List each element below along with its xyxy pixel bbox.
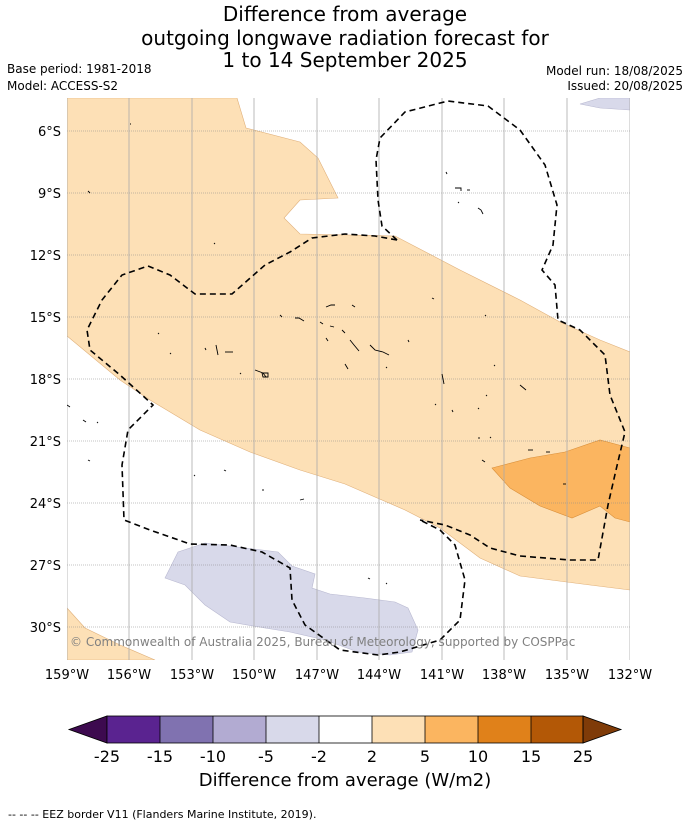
lat-label: 12°S bbox=[30, 249, 61, 264]
anomaly-positive-corner bbox=[67, 607, 156, 660]
colorbar-bin bbox=[266, 716, 319, 743]
lon-label: 156°W bbox=[107, 668, 151, 683]
lon-label: 150°W bbox=[232, 668, 276, 683]
colorbar-tick: -2 bbox=[311, 747, 327, 766]
islands bbox=[67, 123, 566, 585]
colorbar-tick: 2 bbox=[367, 747, 377, 766]
colorbar: -25 -15 -10 -5 -2 2 5 10 15 25 bbox=[67, 715, 623, 766]
anomaly-negative-north bbox=[579, 98, 630, 111]
lon-label: 135°W bbox=[545, 668, 589, 683]
title-line-1: Difference from average bbox=[222, 2, 468, 26]
colorbar-tick: -15 bbox=[147, 747, 173, 766]
colorbar-bin bbox=[531, 716, 583, 743]
colorbar-tick: -25 bbox=[94, 747, 120, 766]
forecast-map: © Commonwealth of Australia 2025, Bureau… bbox=[30, 98, 652, 766]
lon-label: 132°W bbox=[608, 668, 652, 683]
lat-label: 21°S bbox=[30, 435, 61, 450]
title-line-2: outgoing longwave radiation forecast for bbox=[141, 26, 549, 50]
base-period: Base period: 1981-2018 bbox=[7, 62, 152, 76]
colorbar-bin bbox=[107, 716, 160, 743]
colorbar-tick: 10 bbox=[468, 747, 488, 766]
model-run: Model run: 18/08/2025 bbox=[545, 64, 683, 78]
issued-date: Issued: 20/08/2025 bbox=[567, 79, 683, 93]
anomaly-positive-band bbox=[67, 98, 630, 591]
lat-label: 6°S bbox=[38, 125, 61, 140]
colorbar-bin bbox=[372, 716, 425, 743]
lat-label: 18°S bbox=[30, 373, 61, 388]
longitude-labels: 159°W 156°W 153°W 150°W 147°W 144°W 141°… bbox=[45, 668, 652, 683]
map-area bbox=[67, 98, 630, 660]
colorbar-bin bbox=[213, 716, 266, 743]
lon-label: 159°W bbox=[45, 668, 89, 683]
colorbar-tick: 15 bbox=[521, 747, 541, 766]
eez-legend: -- -- -- EEZ border V11 (Flanders Marine… bbox=[8, 808, 317, 821]
lon-label: 144°W bbox=[357, 668, 401, 683]
copyright-text: © Commonwealth of Australia 2025, Bureau… bbox=[70, 635, 575, 649]
latitude-labels: 6°S 9°S 12°S 15°S 18°S 21°S 24°S 27°S 30… bbox=[30, 125, 61, 636]
colorbar-tick: -10 bbox=[200, 747, 226, 766]
lon-label: 138°W bbox=[482, 668, 526, 683]
colorbar-label: Difference from average (W/m2) bbox=[198, 770, 492, 791]
colorbar-tick: 5 bbox=[420, 747, 430, 766]
meridians bbox=[67, 98, 630, 660]
colorbar-min-extend bbox=[67, 715, 108, 744]
eez-border-central bbox=[86, 233, 466, 656]
colorbar-tick: 25 bbox=[573, 747, 593, 766]
colorbar-bin bbox=[478, 716, 531, 743]
lat-label: 27°S bbox=[30, 559, 61, 574]
model-name: Model: ACCESS-S2 bbox=[7, 79, 119, 93]
colorbar-bin bbox=[160, 716, 213, 743]
lat-label: 15°S bbox=[30, 311, 61, 326]
colorbar-tick-labels: -25 -15 -10 -5 -2 2 5 10 15 25 bbox=[94, 747, 593, 766]
lon-label: 141°W bbox=[420, 668, 464, 683]
lon-label: 153°W bbox=[170, 668, 214, 683]
colorbar-tick: -5 bbox=[258, 747, 274, 766]
eez-border-cook-islands-french-polynesia bbox=[375, 100, 626, 561]
lat-label: 9°S bbox=[38, 187, 61, 202]
lat-label: 24°S bbox=[30, 497, 61, 512]
lon-label: 147°W bbox=[295, 668, 339, 683]
lat-label: 30°S bbox=[30, 621, 61, 636]
colorbar-bin bbox=[425, 716, 478, 743]
title-line-3: 1 to 14 September 2025 bbox=[222, 48, 468, 72]
colorbar-max-extend bbox=[582, 715, 623, 744]
colorbar-bin bbox=[319, 716, 372, 743]
